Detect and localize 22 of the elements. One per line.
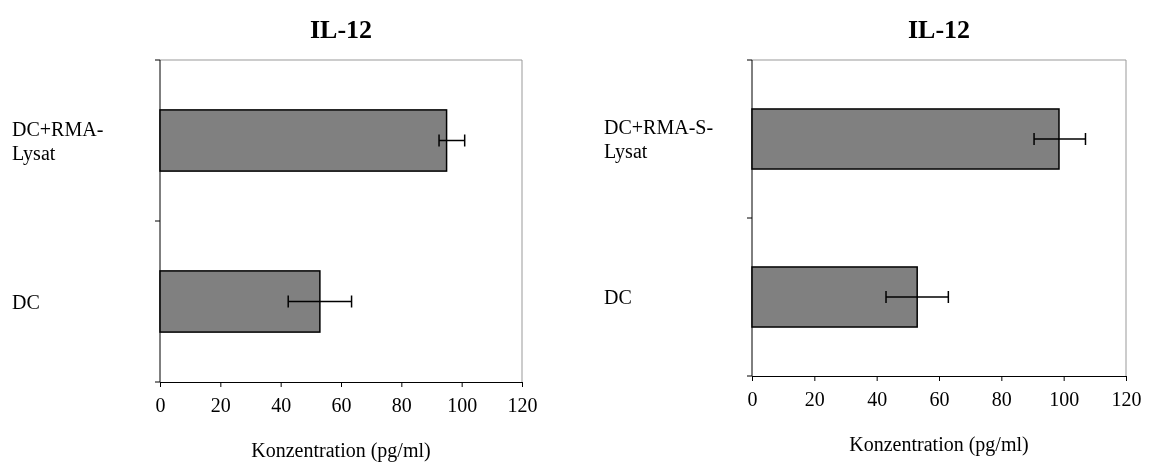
x-tick-label: 40 bbox=[271, 394, 292, 416]
x-tick-label: 100 bbox=[1049, 388, 1080, 410]
x-tick-label: 20 bbox=[804, 388, 825, 410]
x-tick-label: 60 bbox=[929, 388, 950, 410]
x-tick-label: 40 bbox=[867, 388, 888, 410]
x-tick-label: 120 bbox=[1111, 388, 1142, 410]
y-tick-label: DC bbox=[604, 286, 632, 308]
x-tick-label: 0 bbox=[155, 394, 166, 416]
x-tick-label: 60 bbox=[331, 394, 352, 416]
x-tick-label: 80 bbox=[991, 388, 1012, 410]
x-tick-label: 120 bbox=[507, 394, 538, 416]
x-axis-title: Konzentration (pg/ml) bbox=[251, 439, 431, 462]
x-tick-label: 0 bbox=[747, 388, 758, 410]
x-tick-label: 20 bbox=[210, 394, 231, 416]
x-tick-label: 100 bbox=[447, 394, 478, 416]
x-tick-label: 80 bbox=[391, 394, 412, 416]
y-tick-label: DC+RMA-Lysat bbox=[12, 117, 104, 165]
y-tick-label: DC bbox=[12, 290, 40, 313]
chart-title: IL-12 bbox=[907, 15, 971, 44]
x-axis-title: Konzentration (pg/ml) bbox=[849, 433, 1029, 456]
chart-title: IL-12 bbox=[309, 15, 373, 44]
y-tick-label: DC+RMA-S-Lysat bbox=[604, 116, 714, 163]
